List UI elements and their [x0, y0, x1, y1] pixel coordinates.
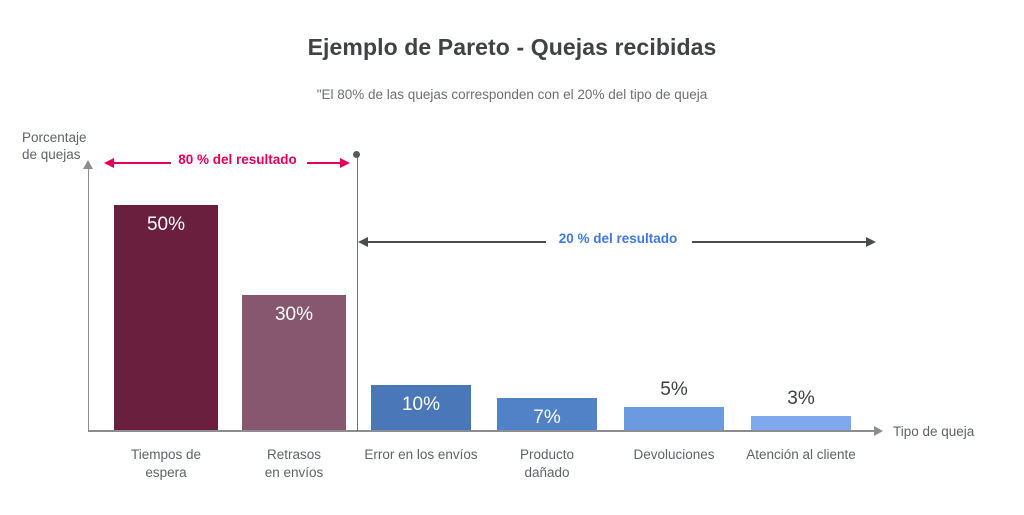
y-axis-label-line2: de quejas — [22, 147, 81, 162]
annotation-80-line-left — [113, 162, 171, 165]
category-label-line1: Error en los envíos — [364, 447, 478, 462]
category-label-line1: Tiempos de — [130, 447, 202, 462]
bar-value-label-3: 10% — [401, 394, 441, 415]
pareto-divider-line — [357, 156, 359, 431]
x-axis-title: Tipo de queja — [893, 424, 975, 439]
category-label-line1: Devoluciones — [633, 447, 715, 462]
chart-title: Ejemplo de Pareto - Quejas recibidas — [307, 34, 717, 60]
annotation-20-label: 20 % del resultado — [558, 231, 678, 246]
category-label-line1: Retrasos — [266, 447, 322, 462]
category-label-5: Devoluciones — [600, 446, 748, 464]
category-label-2: Retrasos en envíos — [218, 446, 370, 482]
bar-value-label-1: 50% — [146, 214, 186, 235]
bar-6: 3% — [751, 388, 851, 430]
arrow-right-icon — [340, 157, 350, 168]
pareto-divider-dot-icon — [353, 151, 360, 158]
annotation-20-percent: 20 % del resultado — [358, 231, 878, 253]
x-axis-arrow-icon — [874, 426, 883, 436]
annotation-80-line-right — [307, 162, 341, 165]
arrow-right-icon — [866, 236, 876, 247]
category-label-4: Producto dañado — [473, 446, 621, 482]
bar-3: 10% — [371, 385, 471, 430]
y-axis-label: Porcentaje de quejas — [22, 129, 132, 163]
bar-5: 5% — [624, 379, 724, 430]
category-label-6: Atención al cliente — [727, 446, 875, 464]
bar-value-label-5: 5% — [660, 379, 688, 400]
bar-2: 30% — [242, 295, 346, 430]
x-axis-line — [88, 430, 875, 432]
category-label-line1: Producto — [519, 447, 575, 462]
bar-value-label-2: 30% — [274, 304, 314, 325]
bar-series: 50% 30% 10% 7% 5% 3% — [114, 205, 851, 430]
y-axis-label-line1: Porcentaje — [22, 130, 87, 145]
bar-1: 50% — [114, 205, 218, 430]
annotation-20-line-left — [367, 241, 546, 243]
category-label-3: Error en los envíos — [347, 446, 495, 464]
bar-4: 7% — [497, 398, 597, 430]
category-label-line1: Atención al cliente — [746, 447, 856, 462]
arrow-left-icon — [358, 236, 368, 247]
y-axis-arrow-icon — [83, 160, 93, 169]
bar-value-label-4: 7% — [533, 407, 561, 428]
annotation-80-label: 80 % del resultado — [178, 152, 297, 167]
bar-value-label-6: 3% — [787, 388, 815, 409]
annotation-20-line-right — [692, 241, 867, 243]
category-label-line2: en envíos — [264, 465, 324, 480]
annotation-80-percent: 80 % del resultado — [100, 152, 358, 174]
chart-subtitle: "El 80% de las quejas corresponden con e… — [316, 87, 708, 102]
category-label-line2: espera — [145, 465, 187, 480]
category-label-1: Tiempos de espera — [90, 446, 242, 482]
y-axis-line — [88, 168, 89, 431]
arrow-left-icon — [104, 157, 114, 168]
category-label-line2: dañado — [524, 465, 570, 480]
